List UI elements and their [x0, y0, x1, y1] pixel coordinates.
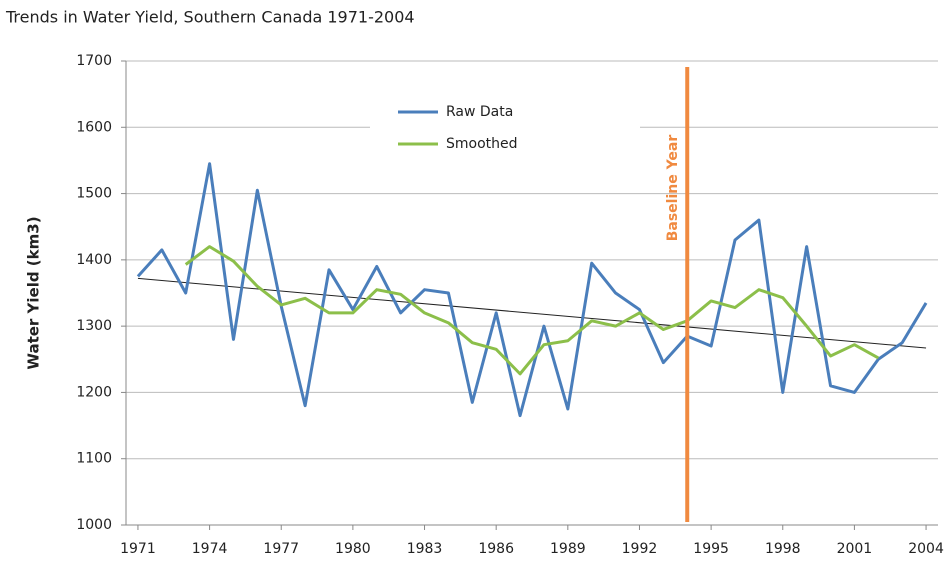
baseline-label: Baseline Year [665, 135, 681, 242]
y-tick-label: 1500 [76, 186, 112, 202]
x-tick-label: 1992 [622, 541, 658, 557]
y-tick-label: 1400 [76, 252, 112, 268]
x-tick-label: 1971 [120, 541, 156, 557]
y-axis-label: Water Yield (km3) [25, 216, 43, 369]
series-line [136, 162, 928, 418]
y-tick-label: 1300 [76, 318, 112, 334]
legend-label: Smoothed [446, 136, 518, 152]
legend-label: Raw Data [446, 104, 513, 120]
x-tick-label: 1980 [335, 541, 371, 557]
series-line [184, 245, 880, 376]
x-tick-label: 1989 [550, 541, 586, 557]
y-tick-label: 1000 [76, 517, 112, 533]
x-tick-label: 1977 [263, 541, 299, 557]
x-tick-label: 1995 [693, 541, 729, 557]
y-tick-label: 1700 [76, 53, 112, 69]
trend-line [137, 277, 927, 349]
x-tick-label: 2001 [837, 541, 873, 557]
y-tick-label: 1200 [76, 384, 112, 400]
chart-title: Trends in Water Yield, Southern Canada 1… [5, 8, 415, 27]
y-tick-label: 1100 [76, 451, 112, 467]
x-tick-label: 1986 [478, 541, 514, 557]
x-tick-label: 1983 [407, 541, 443, 557]
y-tick-label: 1600 [76, 119, 112, 135]
x-tick-label: 1998 [765, 541, 801, 557]
legend-box [370, 92, 640, 164]
x-tick-label: 1974 [192, 541, 228, 557]
x-tick-label: 2004 [908, 541, 944, 557]
